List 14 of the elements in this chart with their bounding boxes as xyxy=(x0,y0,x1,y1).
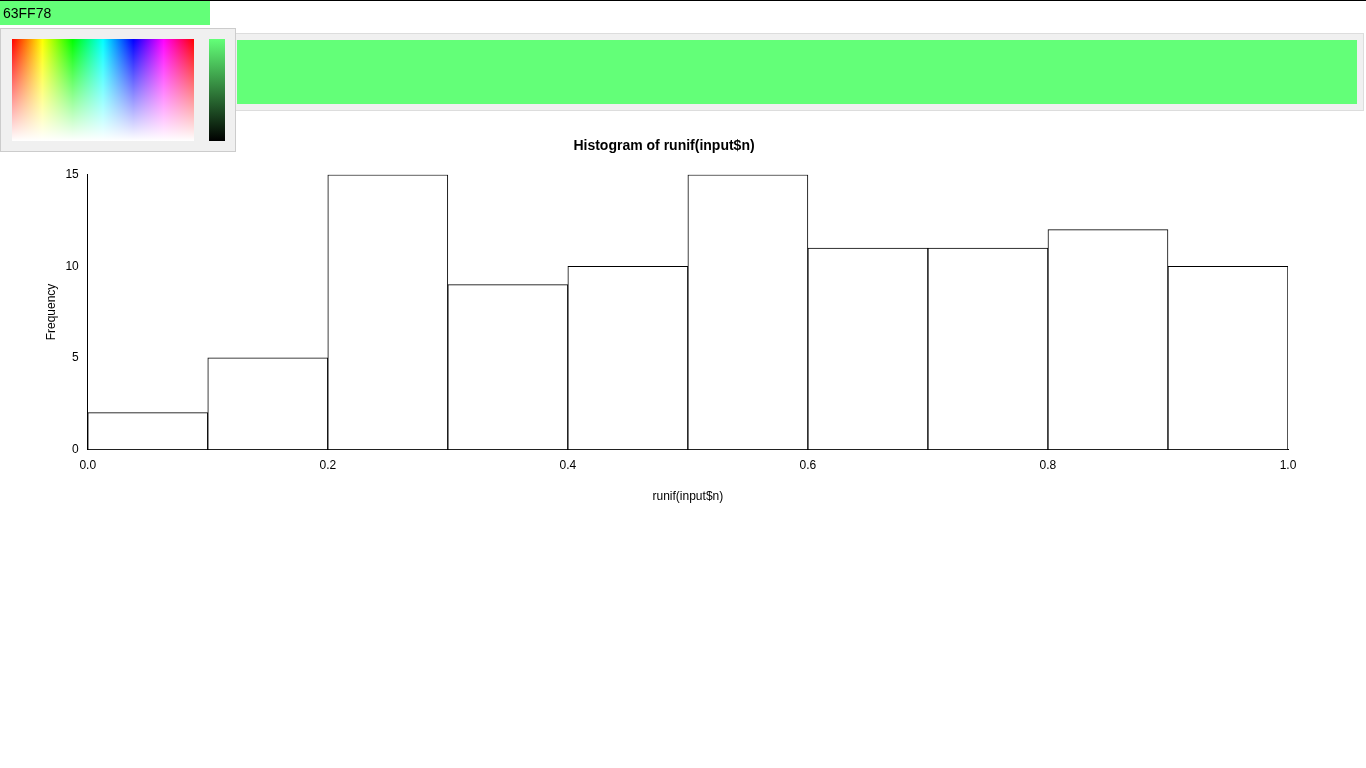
x-tick-label: 0.0 xyxy=(79,457,97,472)
y-tick-label: 0 xyxy=(72,441,80,456)
x-tick-label: 0.8 xyxy=(1039,457,1057,472)
x-axis-title: runif(input$n) xyxy=(652,489,724,504)
y-tick-label: 15 xyxy=(65,167,80,182)
x-tick-label: 0.6 xyxy=(799,457,817,472)
hex-input: 63FF78 xyxy=(0,1,210,25)
x-tick-label: 0.2 xyxy=(319,457,337,472)
chart-title: Histogram of runif(input$n) xyxy=(573,137,755,154)
y-tick-label: 5 xyxy=(72,350,80,365)
x-tick-label: 1.0 xyxy=(1279,457,1297,472)
y-tick-label: 10 xyxy=(65,258,80,273)
y-axis-title: Frequency xyxy=(43,283,58,341)
x-tick-label: 0.4 xyxy=(559,457,577,472)
